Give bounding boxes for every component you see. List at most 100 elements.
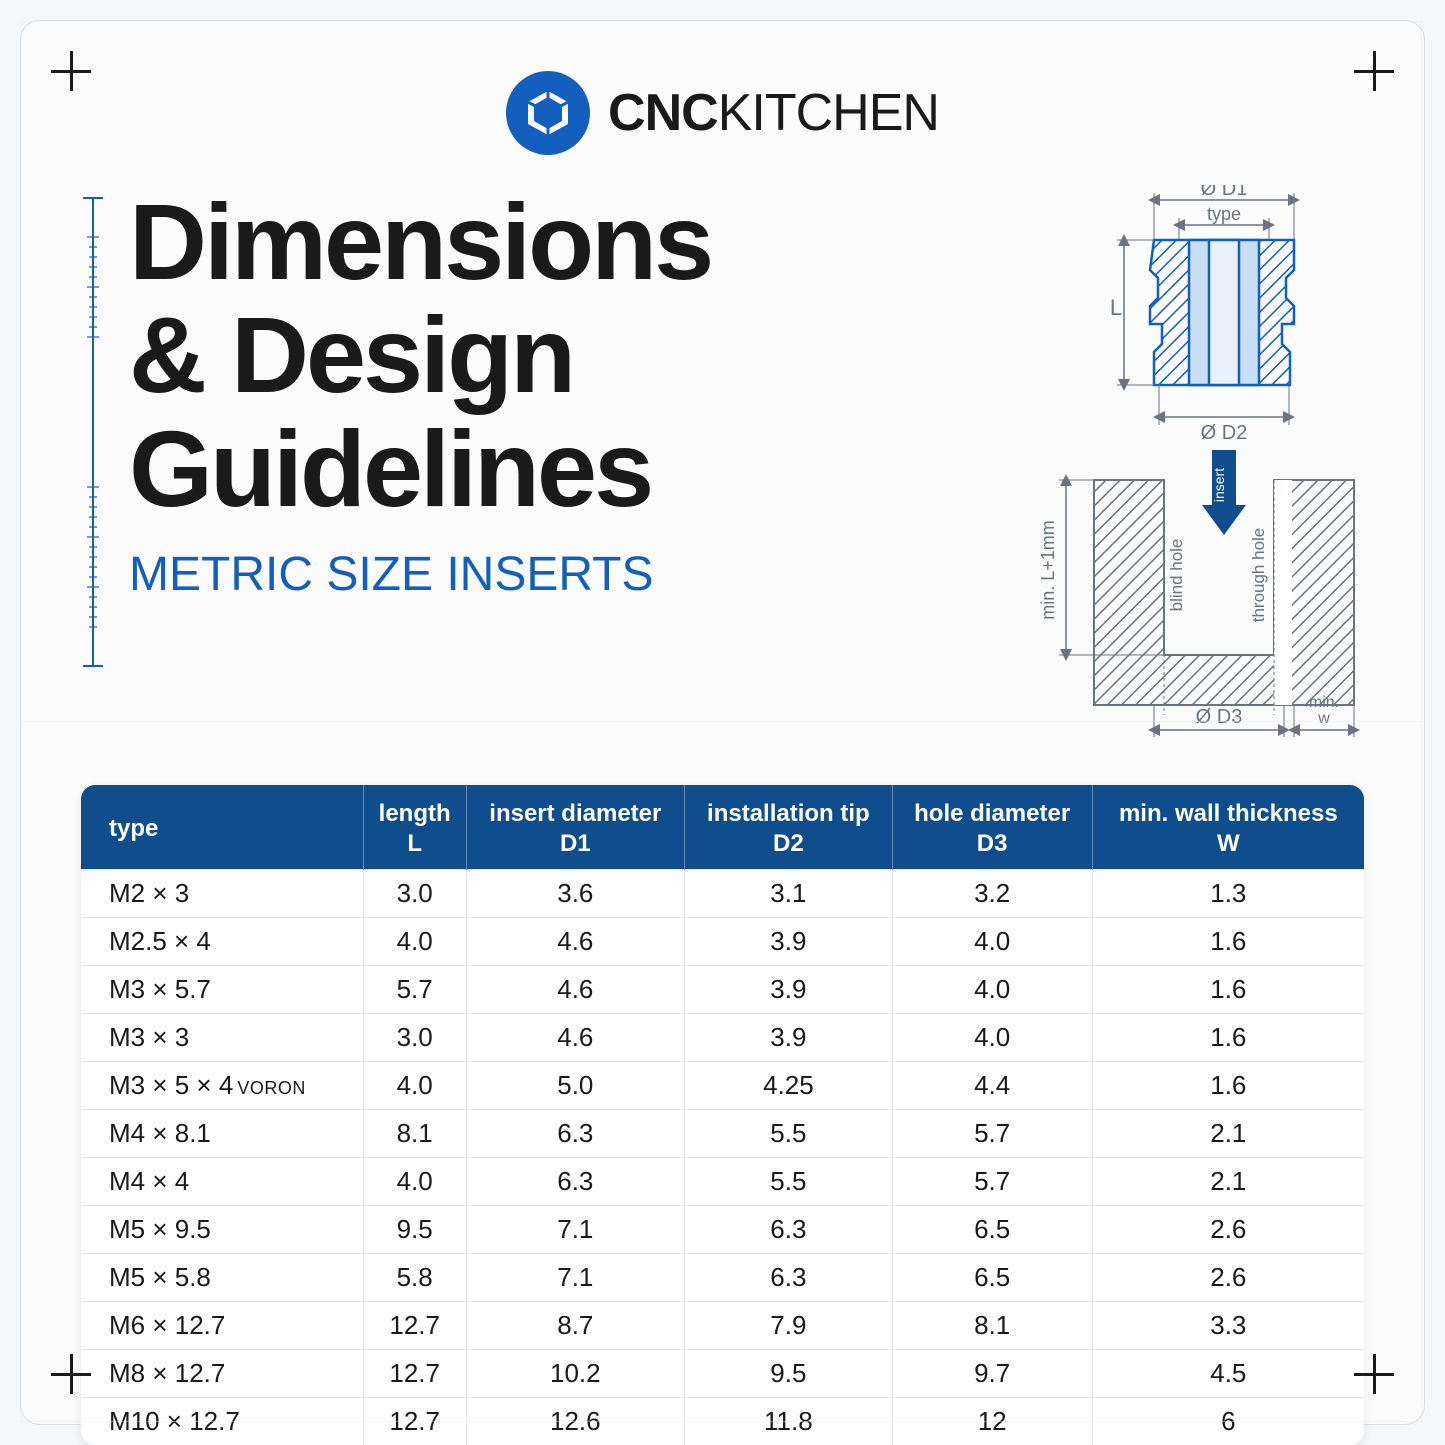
column-header: installation tipD2 xyxy=(685,785,893,870)
table-cell: 11.8 xyxy=(685,1398,893,1445)
brand-light: KITCHEN xyxy=(718,84,939,142)
table-cell: 2.6 xyxy=(1092,1206,1364,1254)
table-cell: 6.3 xyxy=(466,1110,684,1158)
table-cell: 5.8 xyxy=(363,1254,466,1302)
table-cell: 3.9 xyxy=(685,918,893,966)
brand-logo: CNCKITCHEN xyxy=(81,71,1364,155)
column-header: type xyxy=(81,785,363,870)
table-cell: 12.7 xyxy=(363,1350,466,1398)
page-subtitle: Metric Size Inserts xyxy=(129,547,711,602)
column-header: lengthL xyxy=(363,785,466,870)
table-cell: 5.5 xyxy=(685,1158,893,1206)
table-cell: M4 × 8.1 xyxy=(81,1110,363,1158)
dim-d3: Ø D3 xyxy=(1196,706,1243,728)
table-cell: 4.6 xyxy=(466,1014,684,1062)
table-cell: 4.6 xyxy=(466,918,684,966)
title-line: & Design xyxy=(129,294,573,415)
table-cell: 3.9 xyxy=(685,966,893,1014)
table-cell: 9.5 xyxy=(363,1206,466,1254)
dim-type: type xyxy=(1207,204,1241,224)
svg-text:w: w xyxy=(1317,710,1330,727)
table-cell: 8.7 xyxy=(466,1302,684,1350)
table-cell: 12 xyxy=(892,1398,1092,1445)
table-row: M2.5 × 44.04.63.94.01.6 xyxy=(81,918,1364,966)
table-row: M5 × 5.85.87.16.36.52.6 xyxy=(81,1254,1364,1302)
table-cell: 4.4 xyxy=(892,1062,1092,1110)
table-header: typelengthLinsert diameterD1installation… xyxy=(81,785,1364,870)
table-cell: M8 × 12.7 xyxy=(81,1350,363,1398)
svg-text:min.: min. xyxy=(1309,694,1339,711)
table-cell: 12.6 xyxy=(466,1398,684,1445)
table-cell: 6.3 xyxy=(466,1158,684,1206)
table-row: M5 × 9.59.57.16.36.52.6 xyxy=(81,1206,1364,1254)
table-row: M6 × 12.712.78.77.98.13.3 xyxy=(81,1302,1364,1350)
table-row: M3 × 5 × 4VORON4.05.04.254.41.6 xyxy=(81,1062,1364,1110)
dim-d2: Ø D2 xyxy=(1201,422,1248,444)
table-cell: 4.6 xyxy=(466,966,684,1014)
table-row: M4 × 44.06.35.55.72.1 xyxy=(81,1158,1364,1206)
table-cell: 5.5 xyxy=(685,1110,893,1158)
table-cell: 4.0 xyxy=(363,1062,466,1110)
table-cell: 4.0 xyxy=(892,918,1092,966)
table-cell: M2.5 × 4 xyxy=(81,918,363,966)
table-cell: 9.5 xyxy=(685,1350,893,1398)
table-cell: 9.7 xyxy=(892,1350,1092,1398)
table-cell: 2.1 xyxy=(1092,1158,1364,1206)
table-cell: 2.1 xyxy=(1092,1110,1364,1158)
label-through: through hole xyxy=(1249,528,1268,623)
table-cell: 2.6 xyxy=(1092,1254,1364,1302)
table-cell: 7.9 xyxy=(685,1302,893,1350)
table-cell: 3.2 xyxy=(892,870,1092,918)
table-cell: 3.1 xyxy=(685,870,893,918)
table-cell: M10 × 12.7 xyxy=(81,1398,363,1445)
table-cell: M3 × 5.7 xyxy=(81,966,363,1014)
table-cell: 1.6 xyxy=(1092,1014,1364,1062)
table-cell: 7.1 xyxy=(466,1254,684,1302)
dim-min-l: min. L+1mm xyxy=(1038,520,1058,620)
cube-icon xyxy=(506,71,590,155)
table-cell: 3.6 xyxy=(466,870,684,918)
table-cell: 4.0 xyxy=(892,966,1092,1014)
dim-L: L xyxy=(1110,295,1122,320)
table-cell: 12.7 xyxy=(363,1302,466,1350)
table-cell: 5.7 xyxy=(892,1158,1092,1206)
table-cell: M6 × 12.7 xyxy=(81,1302,363,1350)
table-cell: 7.1 xyxy=(466,1206,684,1254)
table-cell: 6.3 xyxy=(685,1206,893,1254)
table-cell: 8.1 xyxy=(892,1302,1092,1350)
table-cell: 1.6 xyxy=(1092,966,1364,1014)
table-row: M2 × 33.03.63.13.21.3 xyxy=(81,870,1364,918)
table-cell: 4.25 xyxy=(685,1062,893,1110)
table-cell: 5.7 xyxy=(892,1110,1092,1158)
label-blind: blind hole xyxy=(1167,539,1186,612)
table-cell: M4 × 4 xyxy=(81,1158,363,1206)
table-cell: 10.2 xyxy=(466,1350,684,1398)
dim-d1: Ø D1 xyxy=(1201,185,1248,200)
table-cell: M2 × 3 xyxy=(81,870,363,918)
table-body: M2 × 33.03.63.13.21.3M2.5 × 44.04.63.94.… xyxy=(81,870,1364,1445)
table-row: M10 × 12.712.712.611.8126 xyxy=(81,1398,1364,1445)
table-cell: 6.3 xyxy=(685,1254,893,1302)
table-cell: 3.0 xyxy=(363,870,466,918)
table-cell: 6 xyxy=(1092,1398,1364,1445)
column-header: min. wall thicknessW xyxy=(1092,785,1364,870)
table-cell: 5.7 xyxy=(363,966,466,1014)
table-cell: 6.5 xyxy=(892,1206,1092,1254)
table-cell: 12.7 xyxy=(363,1398,466,1445)
table-row: M3 × 5.75.74.63.94.01.6 xyxy=(81,966,1364,1014)
table-cell: 3.9 xyxy=(685,1014,893,1062)
table-cell: 3.0 xyxy=(363,1014,466,1062)
table-cell: M3 × 5 × 4VORON xyxy=(81,1062,363,1110)
table-cell: 1.3 xyxy=(1092,870,1364,918)
table-cell: 5.0 xyxy=(466,1062,684,1110)
title-line: Dimensions xyxy=(129,181,711,302)
table-cell: 4.0 xyxy=(363,918,466,966)
column-header: insert diameterD1 xyxy=(466,785,684,870)
table-cell: M5 × 5.8 xyxy=(81,1254,363,1302)
table-cell: 4.5 xyxy=(1092,1350,1364,1398)
page-title: Dimensions & Design Guidelines xyxy=(129,185,711,525)
table-row: M4 × 8.18.16.35.55.72.1 xyxy=(81,1110,1364,1158)
table-cell: 8.1 xyxy=(363,1110,466,1158)
table-row: M8 × 12.712.710.29.59.74.5 xyxy=(81,1350,1364,1398)
table-cell: 1.6 xyxy=(1092,918,1364,966)
